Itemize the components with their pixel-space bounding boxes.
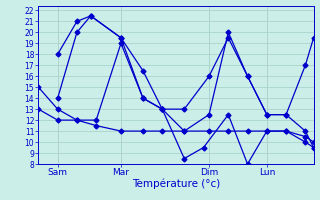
X-axis label: Température (°c): Température (°c)	[132, 179, 220, 189]
